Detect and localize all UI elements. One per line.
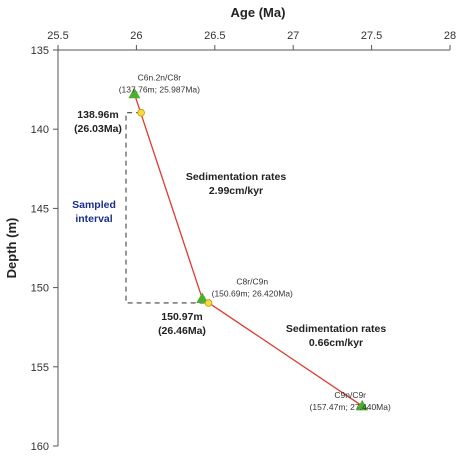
sampled-interval-bracket bbox=[125, 112, 209, 304]
x-tick-label: 26.5 bbox=[204, 30, 225, 42]
y-tick-label: 150 bbox=[31, 283, 49, 295]
x-tick-label: 25.5 bbox=[47, 30, 68, 42]
sampled-interval-label: interval bbox=[75, 213, 112, 225]
tie-point-name: C8r/C9n bbox=[236, 277, 268, 287]
y-tick-label: 155 bbox=[31, 362, 49, 374]
y-tick-label: 140 bbox=[31, 124, 49, 136]
axes: 25.5 26 26.5 27 27.5 28 135 140 145 150 155 160 Age … bbox=[4, 5, 456, 453]
tie-point-name: C9n/C9r bbox=[334, 390, 366, 400]
sample-age-label: (26.46Ma) bbox=[158, 325, 206, 337]
sample-point-marker bbox=[204, 299, 213, 307]
tie-point-marker bbox=[128, 87, 141, 99]
x-tick-label: 28 bbox=[444, 30, 456, 42]
tie-point-marker bbox=[196, 292, 209, 304]
y-tick-label: 135 bbox=[31, 45, 49, 57]
x-tick-label: 27.5 bbox=[361, 30, 382, 42]
x-tick-label: 26 bbox=[130, 30, 142, 42]
sampled-interval-label: Sampled bbox=[72, 199, 116, 211]
marks-layer bbox=[128, 87, 369, 411]
sample-point-marker bbox=[137, 108, 145, 117]
y-tick-label: 160 bbox=[31, 441, 49, 453]
tie-point-coords: (150.69m; 26.420Ma) bbox=[212, 289, 293, 299]
age-depth-line bbox=[133, 93, 363, 407]
sedimentation-rate-value: 0.66cm/kyr bbox=[309, 337, 363, 349]
tie-point-coords: (157.47m; 27.440Ma) bbox=[310, 402, 391, 412]
x-tick-label: 27 bbox=[287, 30, 299, 42]
sedimentation-rate-value: 2.99cm/kyr bbox=[209, 185, 263, 197]
y-axis-title: Depth (m) bbox=[4, 218, 19, 279]
sedimentation-rate-title: Sedimentation rates bbox=[286, 323, 387, 335]
sample-depth-label: 138.96m bbox=[77, 109, 118, 121]
tie-point-marker bbox=[356, 399, 369, 411]
sedimentation-rate-title: Sedimentation rates bbox=[186, 171, 287, 183]
tie-point-coords: (137.76m; 25.987Ma) bbox=[119, 85, 200, 95]
sampled-interval-guides bbox=[125, 112, 209, 304]
series-layer bbox=[133, 93, 363, 407]
annotations-layer: C6n.2n/C8r (137.76m; 25.987Ma) C8r/C9n (150… bbox=[72, 73, 391, 412]
tie-point-name: C6n.2n/C8r bbox=[138, 73, 182, 83]
y-tick-label: 145 bbox=[31, 203, 49, 215]
sample-depth-label: 150.97m bbox=[161, 311, 202, 323]
sample-age-label: (26.03Ma) bbox=[74, 123, 122, 135]
x-axis-title: Age (Ma) bbox=[231, 5, 286, 20]
